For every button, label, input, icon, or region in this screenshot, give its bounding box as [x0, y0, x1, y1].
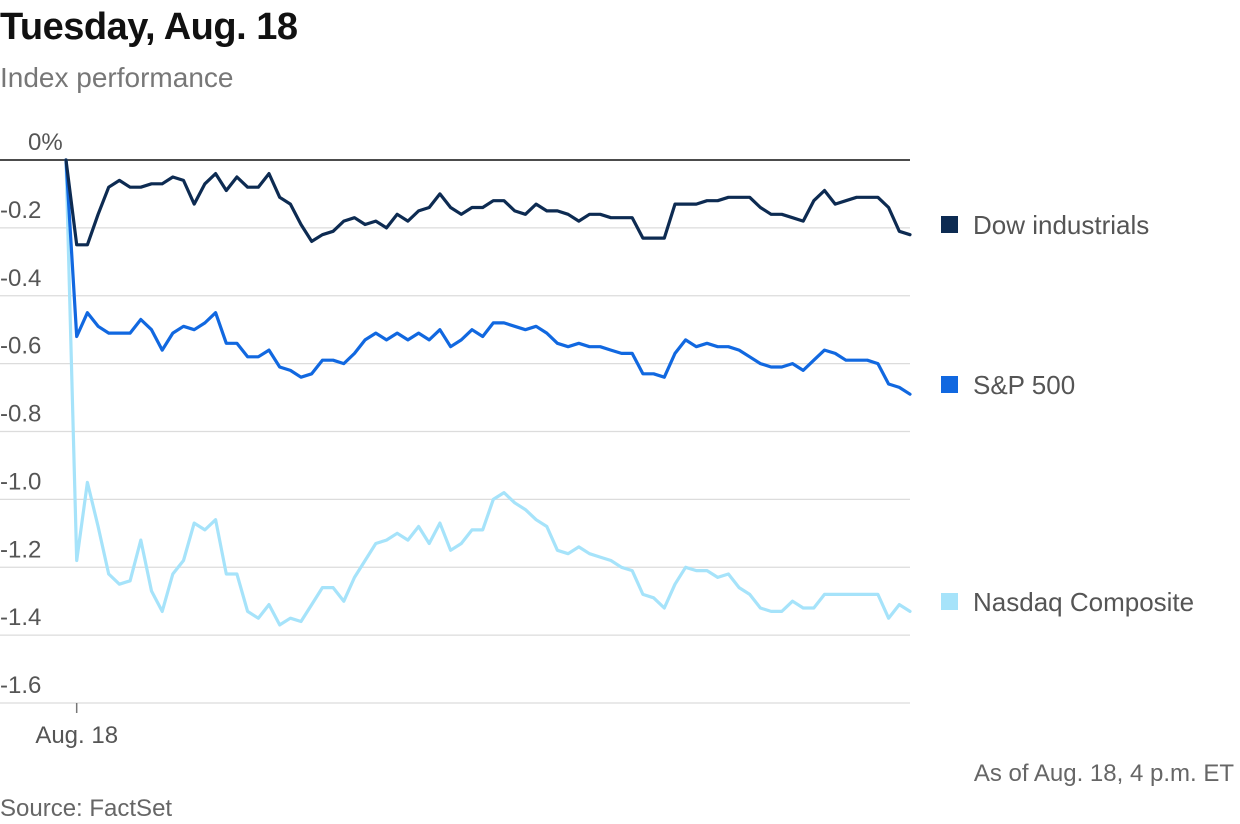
legend-swatch [941, 216, 958, 233]
series-line-nasdaq-composite [64, 158, 912, 627]
y-tick-label: 0% [28, 129, 63, 156]
y-tick-label: -1.6 [0, 672, 41, 699]
y-tick-label: -1.4 [0, 604, 41, 631]
y-tick-label: -0.6 [0, 333, 41, 360]
legend-swatch [941, 593, 958, 610]
legend-label: S&P 500 [973, 370, 1075, 400]
source-credit: Source: FactSet [0, 795, 173, 822]
chart-title: Tuesday, Aug. 18 [0, 6, 298, 48]
legend-label: Nasdaq Composite [973, 587, 1194, 617]
y-tick-label: -1.2 [0, 536, 41, 563]
legend-label: Dow industrials [973, 210, 1149, 240]
chart-subtitle: Index performance [0, 62, 234, 93]
y-tick-label: -0.8 [0, 401, 41, 428]
legend-swatch [941, 376, 958, 393]
y-tick-label: -1.0 [0, 468, 41, 495]
y-tick-label: -0.4 [0, 265, 41, 292]
x-tick-label: Aug. 18 [35, 722, 118, 749]
y-tick-label: -0.2 [0, 197, 41, 224]
series-line-s-p-500 [64, 158, 912, 396]
timestamp-note: As of Aug. 18, 4 p.m. ET [973, 760, 1234, 787]
series-line-dow-industrials [64, 158, 912, 247]
